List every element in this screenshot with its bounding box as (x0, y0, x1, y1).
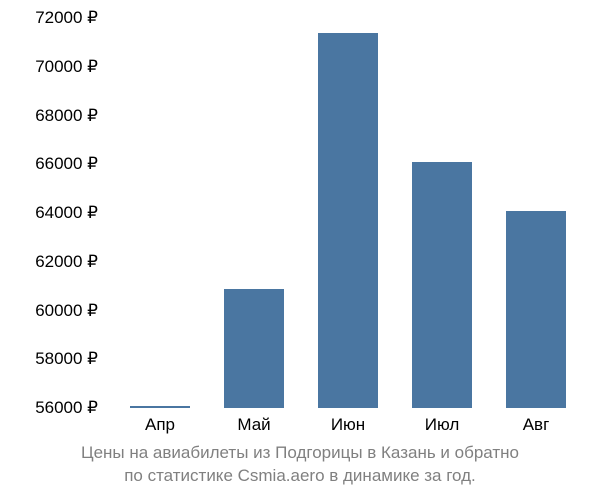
y-tick-label: 68000 ₽ (3, 106, 98, 126)
x-tick-label: Авг (523, 415, 550, 435)
plot-area (105, 18, 575, 408)
bar (224, 289, 284, 408)
x-tick-label: Май (237, 415, 270, 435)
y-tick-label: 70000 ₽ (3, 57, 98, 77)
y-tick-label: 66000 ₽ (3, 154, 98, 174)
bar (412, 162, 472, 408)
chart-caption: Цены на авиабилеты из Подгорицы в Казань… (0, 442, 600, 488)
bar (318, 33, 378, 408)
y-tick-label: 58000 ₽ (3, 349, 98, 369)
bar (506, 211, 566, 408)
y-tick-label: 64000 ₽ (3, 203, 98, 223)
y-tick-label: 62000 ₽ (3, 252, 98, 272)
caption-line-2: по статистике Csmia.aero в динамике за г… (124, 466, 476, 485)
x-tick-label: Июл (425, 415, 460, 435)
x-tick-label: Июн (331, 415, 365, 435)
y-tick-label: 60000 ₽ (3, 301, 98, 321)
y-tick-label: 56000 ₽ (3, 398, 98, 418)
y-tick-label: 72000 ₽ (3, 8, 98, 28)
price-bar-chart: 56000 ₽ 58000 ₽ 60000 ₽ 62000 ₽ 64000 ₽ 66000… (0, 0, 600, 500)
caption-line-1: Цены на авиабилеты из Подгорицы в Казань… (81, 443, 519, 462)
x-tick-label: Апр (145, 415, 175, 435)
bar (130, 406, 190, 408)
